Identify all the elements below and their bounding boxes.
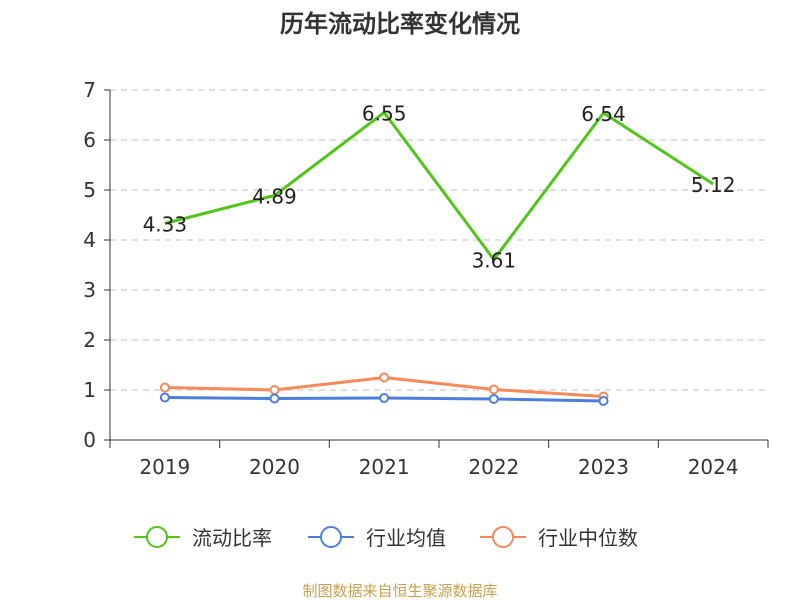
legend-marker (146, 526, 168, 548)
grid (110, 89, 768, 391)
data-point[interactable] (379, 372, 390, 383)
legend-label: 行业中位数 (538, 526, 638, 550)
y-tick-label: 2 (83, 328, 96, 352)
y-tick-label: 7 (83, 78, 96, 102)
data-label: 6.54 (581, 102, 626, 126)
x-tick-label: 2022 (468, 455, 519, 479)
series-line (164, 111, 714, 261)
y-tick-label: 5 (83, 178, 96, 202)
series-layer (159, 111, 714, 406)
legend-item[interactable]: 行业中位数 (480, 526, 638, 550)
y-tick-label: 1 (83, 378, 96, 402)
x-tick-label: 2024 (688, 455, 739, 479)
data-point[interactable] (269, 385, 280, 395)
data-label: 3.61 (472, 249, 517, 273)
x-tick-label: 2021 (359, 455, 410, 479)
legend[interactable]: 流动比率 行业均值 行业中位数 (134, 526, 638, 550)
x-tick-label: 2023 (578, 455, 629, 479)
y-tick-label: 0 (83, 428, 96, 452)
data-point[interactable] (488, 394, 499, 404)
data-label: 5.12 (691, 173, 736, 197)
data-point[interactable] (379, 393, 390, 403)
legend-item[interactable]: 流动比率 (134, 526, 272, 550)
data-point[interactable] (159, 382, 170, 393)
y-tick-label: 4 (83, 228, 96, 252)
data-point[interactable] (598, 396, 609, 406)
axes: 0 1 2 3 4 5 6 7 2019 2020 2021 2022 2023 2024 (83, 78, 769, 479)
data-label: 4.33 (143, 213, 188, 237)
x-tick-label: 2019 (139, 455, 190, 479)
legend-label: 行业均值 (366, 526, 446, 550)
data-labels: 4.33 4.89 6.55 3.61 6.54 5.12 (143, 102, 736, 273)
data-point[interactable] (159, 392, 170, 403)
y-tick-label: 3 (83, 278, 96, 302)
legend-item[interactable]: 行业均值 (308, 526, 446, 550)
data-point[interactable] (269, 393, 280, 404)
y-tick-label: 6 (83, 128, 96, 152)
x-tick-label: 2020 (249, 455, 300, 479)
legend-marker (320, 526, 342, 548)
data-label: 6.55 (362, 102, 407, 126)
data-label: 4.89 (252, 185, 297, 209)
chart-title: 历年流动比率变化情况 (280, 10, 520, 38)
data-point[interactable] (488, 384, 499, 395)
legend-marker (492, 526, 514, 548)
legend-label: 流动比率 (192, 526, 272, 550)
source-note: 制图数据来自恒生聚源数据库 (302, 582, 497, 600)
